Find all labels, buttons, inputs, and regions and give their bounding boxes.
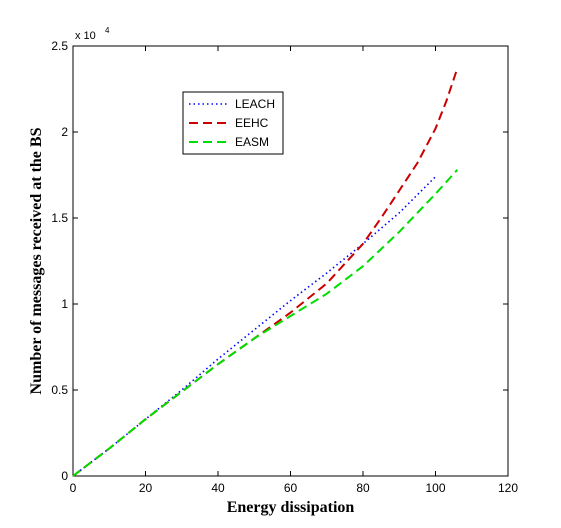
series-lines	[72, 68, 459, 477]
series-line-easm	[72, 169, 459, 477]
y-tick-label: 1.5	[51, 211, 68, 225]
y-exponent-power: 4	[105, 26, 110, 35]
x-tick-label: 100	[425, 481, 445, 495]
x-tick-label: 20	[139, 481, 153, 495]
x-tick-label: 40	[211, 481, 225, 495]
axis-ticks: 0 20 40 60 80 100 120 0 0.5 1 1.5 2 2.5	[51, 39, 518, 495]
x-tick-label: 120	[498, 481, 518, 495]
y-exponent-base: x 10	[75, 30, 96, 42]
y-tick-label: 1	[61, 297, 68, 311]
legend-box	[182, 91, 284, 155]
y-axis-title: Number of messages received at the BS	[28, 127, 45, 394]
y-tick-label: 2.5	[51, 39, 68, 53]
y-tick-label: 0.5	[51, 383, 68, 397]
y-tick-label: 2	[61, 125, 68, 139]
legend-label-easm: EASM	[235, 135, 269, 149]
x-tick-label: 0	[70, 481, 77, 495]
y-tick-label: 0	[61, 469, 68, 483]
x-tick-label: 80	[356, 481, 370, 495]
x-axis-title: Energy dissipation	[227, 499, 355, 516]
x-tick-label: 60	[284, 481, 298, 495]
legend-label-leach: LEACH	[235, 97, 275, 111]
series-line-eehc	[72, 68, 459, 477]
legend: LEACH EEHC EASM	[182, 91, 284, 155]
legend-label-eehc: EEHC	[235, 116, 269, 130]
plot-area	[72, 45, 509, 477]
